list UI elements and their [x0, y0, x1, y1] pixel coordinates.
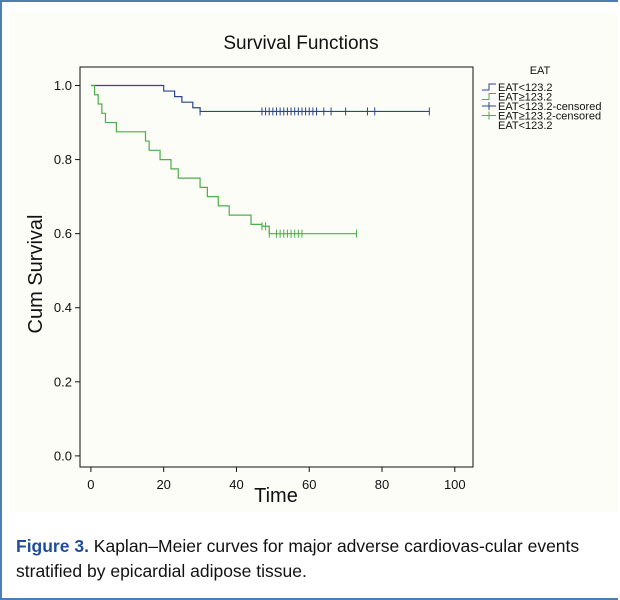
x-tick-label: 80	[375, 477, 389, 492]
x-tick-label: 20	[156, 477, 170, 492]
legend-entry-label: EAT<123.2	[498, 82, 553, 94]
legend-entry-label: EAT<123.2-censored	[498, 101, 601, 113]
plot-frame	[79, 66, 474, 468]
legend-entry-label: EAT<123.2	[498, 120, 553, 132]
y-tick-label: 0.6	[54, 226, 72, 241]
legend-step-icon	[482, 83, 496, 91]
series-1	[90, 84, 358, 238]
y-tick-label: 0.0	[54, 448, 72, 463]
legend-entry-label: EAT≥123.2-censored	[498, 111, 601, 123]
y-tick-label: 0.2	[54, 374, 72, 389]
legend-title: EAT	[530, 65, 551, 77]
legend-entry-label: EAT≥123.2	[498, 92, 552, 104]
y-axis-label: Cum Survival	[25, 215, 47, 334]
x-tick-label: 0	[87, 477, 94, 492]
legend-step-icon	[482, 93, 496, 100]
survival-step-line	[90, 84, 357, 235]
survival-step-line	[90, 84, 430, 113]
y-tick-label: 1.0	[54, 78, 72, 93]
axes: 0 20 40 60 80 100 0.0 0.2 0.4 0.6 0.8 1.0	[54, 66, 474, 492]
x-axis-label: Time	[254, 485, 298, 507]
caption-text: Kaplan–Meier curves for major adverse ca…	[16, 536, 580, 581]
y-tick-label: 0.8	[54, 152, 72, 167]
caption-lead: Figure 3.	[16, 536, 89, 556]
x-tick-label: 40	[229, 477, 243, 492]
y-tick-label: 0.4	[54, 300, 72, 315]
x-tick-label: 100	[444, 477, 466, 492]
survival-chart: Survival Functions Time Cum Survival 0 20…	[25, 33, 601, 507]
x-tick-label: 60	[302, 477, 316, 492]
chart-title: Survival Functions	[223, 33, 378, 54]
legend: EAT EAT<123.2EAT≥123.2EAT<123.2-censored…	[482, 65, 601, 132]
series-layer	[90, 84, 430, 238]
plot-area: Survival Functions Time Cum Survival 0 20…	[10, 12, 618, 512]
figure-caption: Figure 3. Kaplan–Meier curves for major …	[16, 534, 612, 584]
series-0	[90, 84, 430, 116]
